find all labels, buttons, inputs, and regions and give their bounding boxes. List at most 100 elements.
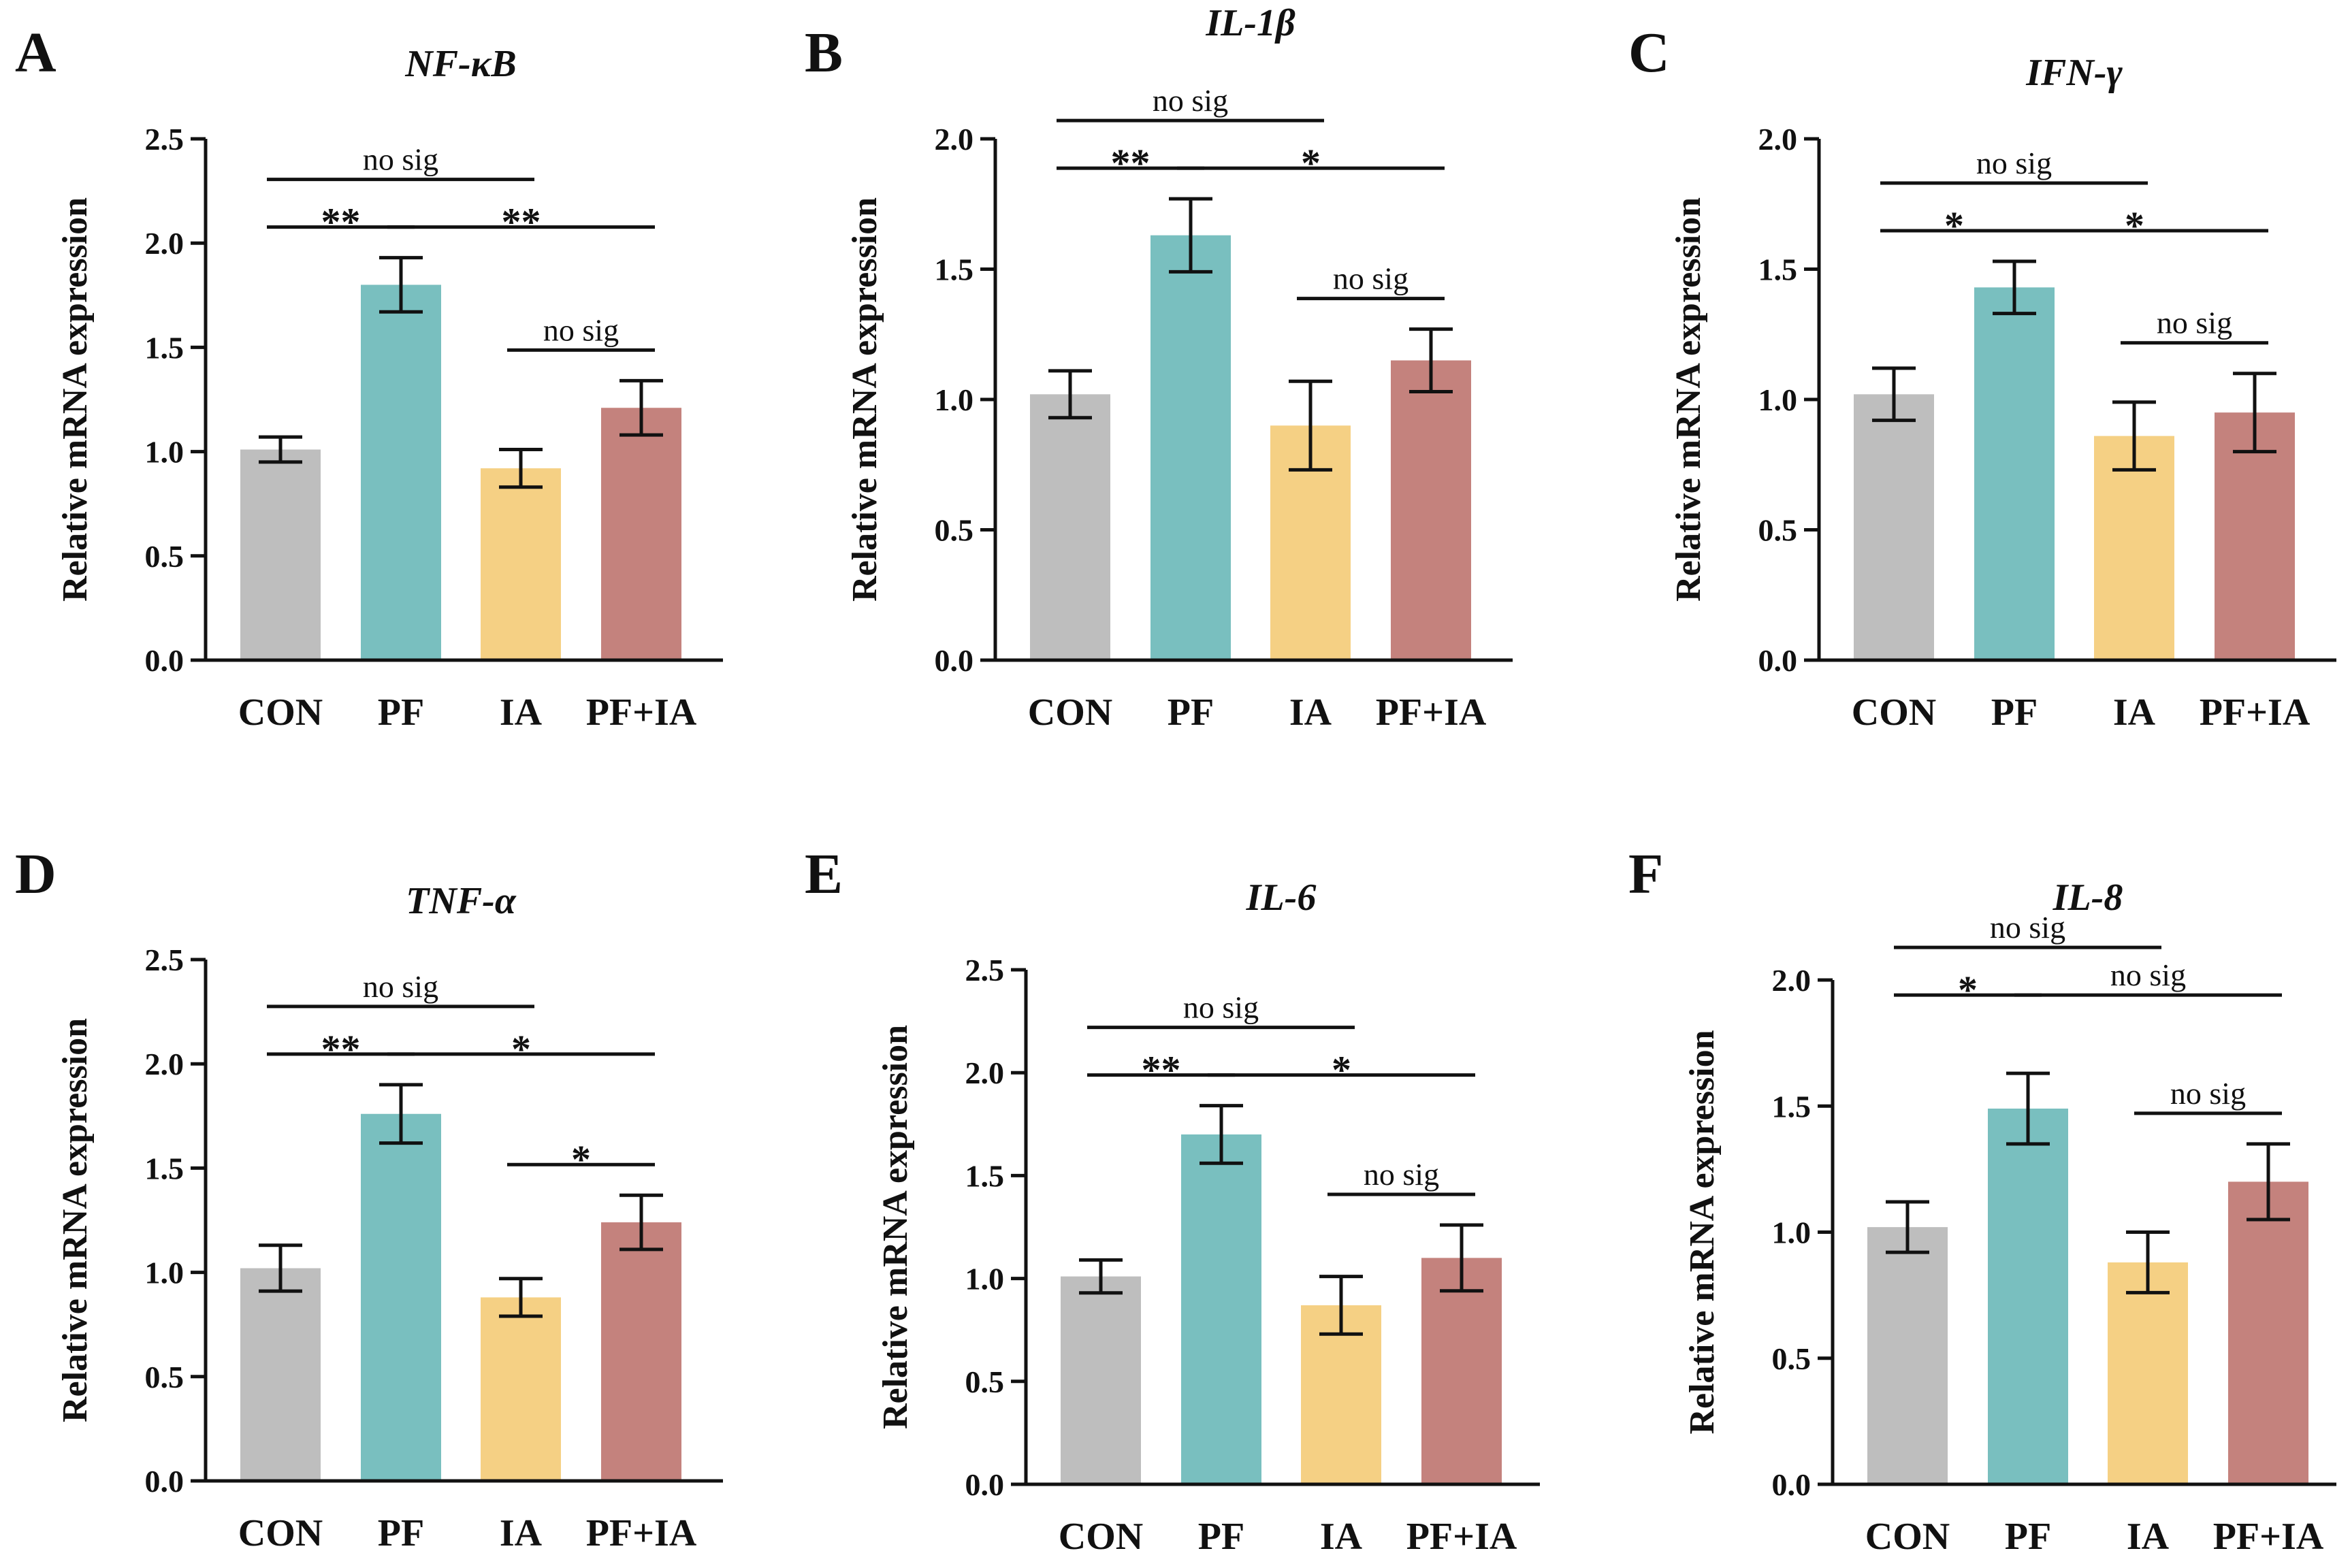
y-tick-label: 2.0 bbox=[1758, 122, 1798, 157]
y-tick-label: 2.0 bbox=[935, 122, 974, 157]
y-tick-label: 0.0 bbox=[1772, 1467, 1812, 1502]
y-axis-label: Relative mRNA expression bbox=[56, 1018, 95, 1422]
chart-title: IL-6 bbox=[1246, 877, 1317, 919]
y-tick-label: 2.5 bbox=[965, 953, 1005, 987]
bar-pf-plus-ia bbox=[1391, 360, 1471, 660]
significance-label: * bbox=[571, 1137, 591, 1181]
chart-panel-A: A NF-κB Relative mRNA expression 0.0 0.5 1.0 1… bbox=[15, 21, 723, 734]
bar-con bbox=[240, 1268, 321, 1481]
chart-panel-F: F IL-8 Relative mRNA expression 0.0 0.5 1.0 1.… bbox=[1628, 843, 2336, 1558]
bar-pf bbox=[1150, 235, 1231, 661]
x-category-label: PF+IA bbox=[2200, 691, 2311, 734]
bar-con bbox=[1867, 1227, 1948, 1484]
significance-label: no sig bbox=[1183, 990, 1259, 1025]
x-category-label: IA bbox=[2113, 691, 2156, 734]
y-tick-label: 2.0 bbox=[1772, 963, 1812, 998]
x-category-label: IA bbox=[1289, 691, 1332, 734]
significance-label: no sig bbox=[1333, 261, 1409, 296]
x-category-label: PF+IA bbox=[586, 691, 697, 734]
significance-label: ** bbox=[321, 200, 361, 244]
significance-label: no sig bbox=[2110, 958, 2186, 992]
x-category-label: IA bbox=[2127, 1516, 2170, 1558]
y-axis-label: Relative mRNA expression bbox=[876, 1025, 915, 1429]
significance-label: no sig bbox=[2170, 1076, 2246, 1111]
bar-pf-plus-ia bbox=[601, 1222, 681, 1481]
x-category-label: CON bbox=[238, 691, 323, 734]
x-category-label: IA bbox=[500, 691, 543, 734]
significance-label: * bbox=[1301, 141, 1321, 185]
significance-label: ** bbox=[502, 200, 541, 244]
significance-label: * bbox=[1944, 203, 1964, 248]
significance-label: no sig bbox=[363, 969, 438, 1004]
x-category-label: PF bbox=[2005, 1516, 2051, 1558]
chart-panel-D: D TNF-α Relative mRNA expression 0.0 0.5 1.0 1… bbox=[15, 843, 723, 1554]
x-category-label: CON bbox=[1059, 1516, 1143, 1558]
y-tick-label: 0.5 bbox=[965, 1365, 1005, 1399]
y-tick-label: 0.5 bbox=[145, 539, 184, 574]
bar-pf-plus-ia bbox=[601, 408, 681, 660]
significance-label: no sig bbox=[1364, 1157, 1439, 1192]
bar-pf bbox=[1181, 1134, 1261, 1484]
significance-label: no sig bbox=[363, 142, 438, 177]
y-tick-label: 1.5 bbox=[965, 1158, 1005, 1193]
significance-label: * bbox=[511, 1027, 531, 1071]
chart-panel-C: C IFN-γ Relative mRNA expression 0.0 0.5 1.0 1… bbox=[1628, 21, 2336, 734]
bar-pf bbox=[361, 284, 441, 661]
chart-title: TNF-α bbox=[406, 880, 517, 922]
chart-panel-E: E IL-6 Relative mRNA expression 0.0 0.5 1.0 1.… bbox=[805, 843, 1540, 1558]
chart-title: IFN-γ bbox=[2025, 52, 2123, 94]
y-tick-label: 1.0 bbox=[965, 1262, 1005, 1296]
chart-title: NF-κB bbox=[404, 43, 516, 85]
chart-title: IL-1β bbox=[1205, 2, 1295, 44]
y-tick-label: 1.0 bbox=[935, 382, 974, 417]
x-category-label: PF bbox=[1168, 691, 1214, 734]
x-category-label: IA bbox=[500, 1512, 543, 1554]
bar-ia bbox=[481, 468, 561, 660]
significance-label: no sig bbox=[1976, 146, 2052, 180]
x-category-label: CON bbox=[1028, 691, 1112, 734]
panel-letter: D bbox=[15, 843, 57, 906]
bar-pf bbox=[1974, 287, 2055, 660]
bar-pf-plus-ia bbox=[1421, 1258, 1502, 1484]
significance-label: ** bbox=[1142, 1048, 1181, 1092]
y-tick-label: 2.0 bbox=[145, 1047, 184, 1081]
y-tick-label: 0.0 bbox=[145, 643, 184, 678]
bar-con bbox=[1030, 394, 1110, 660]
significance-label: no sig bbox=[1990, 910, 2065, 945]
chart-panel-B: B IL-1β Relative mRNA expression 0.0 0.5 1.0 1… bbox=[805, 2, 1513, 734]
significance-label: * bbox=[1332, 1048, 1351, 1092]
bar-ia bbox=[2094, 436, 2174, 660]
significance-label: * bbox=[1958, 968, 1978, 1012]
panel-letter: A bbox=[15, 21, 57, 84]
significance-label: no sig bbox=[2157, 306, 2232, 340]
x-category-label: PF bbox=[378, 1512, 424, 1554]
y-axis-label: Relative mRNA expression bbox=[56, 197, 95, 602]
y-tick-label: 1.0 bbox=[145, 1256, 184, 1290]
y-tick-label: 2.5 bbox=[145, 122, 184, 157]
y-tick-label: 0.0 bbox=[1758, 643, 1798, 678]
significance-label: no sig bbox=[543, 312, 619, 347]
y-axis-label: Relative mRNA expression bbox=[846, 197, 884, 602]
y-tick-label: 1.0 bbox=[1772, 1215, 1812, 1250]
x-category-label: PF+IA bbox=[1406, 1516, 1517, 1558]
panel-letter: E bbox=[805, 843, 843, 906]
y-axis-label: Relative mRNA expression bbox=[1669, 197, 1708, 602]
bar-pf bbox=[1988, 1108, 2068, 1484]
bar-pf-plus-ia bbox=[2215, 412, 2295, 660]
x-category-label: CON bbox=[238, 1512, 323, 1554]
bar-pf-plus-ia bbox=[2228, 1181, 2308, 1484]
y-tick-label: 1.0 bbox=[1758, 382, 1798, 417]
x-category-label: PF bbox=[1198, 1516, 1244, 1558]
x-category-label: PF bbox=[378, 691, 424, 734]
panel-letter: C bbox=[1628, 21, 1670, 84]
bar-con bbox=[1854, 394, 1934, 660]
bar-ia bbox=[2108, 1262, 2188, 1484]
significance-label: * bbox=[2125, 203, 2144, 248]
x-category-label: PF bbox=[1991, 691, 2038, 734]
y-tick-label: 2.0 bbox=[965, 1056, 1005, 1090]
y-tick-label: 1.5 bbox=[935, 252, 974, 287]
y-tick-label: 1.5 bbox=[1772, 1089, 1812, 1124]
x-category-label: PF+IA bbox=[586, 1512, 697, 1554]
y-tick-label: 0.0 bbox=[145, 1464, 184, 1499]
